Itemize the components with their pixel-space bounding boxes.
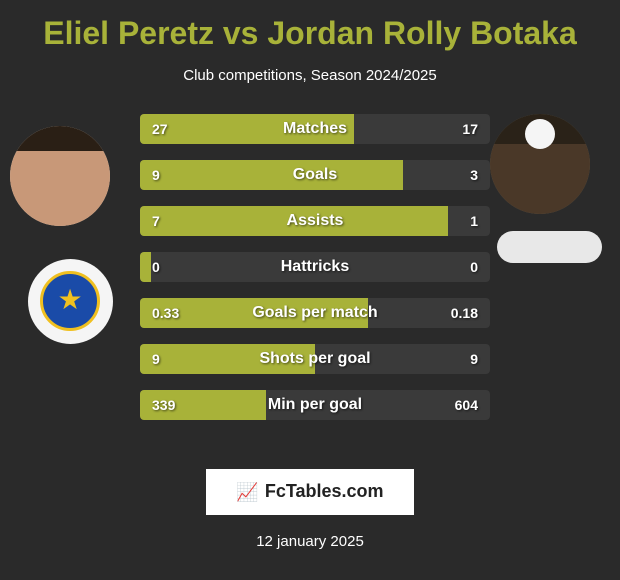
- stat-label: Assists: [140, 212, 490, 230]
- player1-avatar: [10, 126, 110, 226]
- player1-club-badge: ★: [28, 259, 113, 344]
- brand-text: FcTables.com: [265, 481, 384, 501]
- stat-row: 9 Shots per goal 9: [140, 344, 490, 374]
- stat-row: 9 Goals 3: [140, 160, 490, 190]
- stat-value-right: 0.18: [451, 305, 478, 321]
- player2-club-badge: [497, 231, 602, 263]
- player2-club-badge-icon: [525, 119, 555, 149]
- comparison-area: ★ 27 Matches 17 9 Goals 3 7 Assists 1: [0, 114, 620, 454]
- subtitle: Club competitions, Season 2024/2025: [0, 67, 620, 84]
- stat-value-right: 17: [462, 121, 478, 137]
- stat-label: Hattricks: [140, 258, 490, 276]
- player2-avatar: [490, 114, 590, 214]
- stat-label: Matches: [140, 120, 490, 138]
- stat-value-right: 604: [455, 397, 478, 413]
- stat-value-right: 3: [470, 167, 478, 183]
- stat-row: 7 Assists 1: [140, 206, 490, 236]
- chart-icon: 📈: [236, 482, 258, 503]
- star-icon: ★: [57, 283, 82, 316]
- stat-value-right: 0: [470, 259, 478, 275]
- player2-face: [490, 114, 590, 214]
- stat-label: Min per goal: [140, 396, 490, 414]
- stat-row: 339 Min per goal 604: [140, 390, 490, 420]
- footer: 📈 FcTables.com 12 january 2025: [0, 469, 620, 550]
- club1-badge-icon: ★: [40, 271, 100, 331]
- stat-value-right: 9: [470, 351, 478, 367]
- stat-bars: 27 Matches 17 9 Goals 3 7 Assists 1 0 Ha…: [140, 114, 490, 436]
- page-title: Eliel Peretz vs Jordan Rolly Botaka: [0, 15, 620, 52]
- stat-value-right: 1: [470, 213, 478, 229]
- stat-row: 27 Matches 17: [140, 114, 490, 144]
- stat-label: Goals: [140, 166, 490, 184]
- player1-face: [10, 126, 110, 226]
- stat-label: Goals per match: [140, 304, 490, 322]
- date-label: 12 january 2025: [0, 533, 620, 550]
- brand-logo: 📈 FcTables.com: [206, 469, 413, 515]
- infographic-container: Eliel Peretz vs Jordan Rolly Botaka Club…: [0, 0, 620, 580]
- stat-row: 0 Hattricks 0: [140, 252, 490, 282]
- stat-label: Shots per goal: [140, 350, 490, 368]
- stat-row: 0.33 Goals per match 0.18: [140, 298, 490, 328]
